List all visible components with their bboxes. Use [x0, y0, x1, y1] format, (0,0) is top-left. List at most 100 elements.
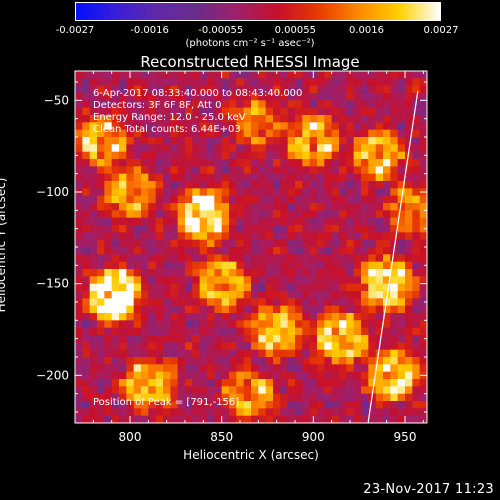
- heatmap-cell: [361, 247, 369, 255]
- heatmap-cell: [368, 327, 377, 336]
- heatmap-cell: [273, 159, 281, 167]
- heatmap-cell: [251, 122, 259, 131]
- heatmap-cell: [82, 415, 91, 423]
- heatmap-cell: [390, 313, 399, 321]
- heatmap-cell: [163, 320, 171, 329]
- heatmap-cell: [295, 115, 303, 123]
- heatmap-cell: [126, 386, 135, 395]
- heatmap-cell: [192, 349, 201, 358]
- heatmap-cell: [177, 379, 186, 387]
- heatmap-cell: [346, 129, 355, 138]
- heatmap-cell: [353, 291, 362, 299]
- heatmap-cell: [251, 349, 259, 358]
- heatmap-cell: [361, 129, 369, 138]
- heatmap-cell: [148, 181, 157, 189]
- heatmap-cell: [287, 232, 296, 241]
- heatmap-cell: [324, 415, 333, 423]
- heatmap-cell: [207, 335, 215, 343]
- heatmap-cell: [390, 115, 399, 123]
- heatmap-cell: [368, 100, 377, 109]
- heatmap-cell: [236, 379, 245, 387]
- heatmap-cell: [82, 78, 91, 87]
- heatmap-cell: [346, 408, 355, 417]
- heatmap-cell: [302, 93, 311, 101]
- heatmap-cell: [361, 232, 369, 241]
- heatmap-cell: [346, 327, 355, 336]
- heatmap-cell: [221, 232, 230, 241]
- heatmap-cell: [295, 261, 303, 270]
- heatmap-cell: [141, 195, 149, 204]
- heatmap-cell: [302, 313, 311, 321]
- heatmap-cell: [295, 401, 303, 409]
- heatmap-cell: [280, 261, 289, 270]
- heatmap-cell: [375, 217, 384, 226]
- plot-area: 6-Apr-2017 08:33:40.000 to 08:43:40.000 …: [75, 71, 427, 423]
- heatmap-cell: [353, 305, 362, 314]
- heatmap-cell: [236, 78, 245, 87]
- heatmap-cell: [339, 261, 347, 270]
- heatmap-cell: [339, 166, 347, 175]
- heatmap-cell: [221, 298, 230, 307]
- heatmap-cell: [126, 349, 135, 358]
- heatmap-cell: [339, 129, 347, 138]
- heatmap-cell: [353, 349, 362, 358]
- heatmap-cell: [258, 371, 267, 380]
- heatmap-cell: [324, 166, 333, 175]
- heatmap-cell: [148, 364, 157, 373]
- heatmap-cell: [126, 225, 135, 233]
- heatmap-cell: [419, 379, 427, 387]
- heatmap-cell: [412, 291, 421, 299]
- heatmap-cell: [89, 159, 98, 167]
- heatmap-cell: [104, 232, 113, 241]
- heatmap-cell: [405, 181, 413, 189]
- heatmap-cell: [331, 166, 340, 175]
- heatmap-cell: [243, 225, 252, 233]
- heatmap-cell: [309, 313, 318, 321]
- heatmap-cell: [383, 129, 391, 138]
- heatmap-cell: [221, 203, 230, 211]
- heatmap-cell: [170, 313, 179, 321]
- heatmap-cell: [111, 371, 120, 380]
- heatmap-cell: [133, 173, 142, 182]
- heatmap-cell: [346, 144, 355, 153]
- heatmap-cell: [258, 159, 267, 167]
- heatmap-cell: [148, 349, 157, 358]
- heatmap-cell: [390, 203, 399, 211]
- heatmap-cell: [119, 188, 127, 197]
- heatmap-cell: [287, 386, 296, 395]
- heatmap-cell: [273, 122, 281, 131]
- heatmap-cell: [214, 357, 223, 365]
- heatmap-cell: [141, 327, 149, 336]
- heatmap-cell: [75, 159, 83, 167]
- heatmap-cell: [126, 342, 135, 351]
- heatmap-cell: [324, 210, 333, 219]
- heatmap-cell: [295, 151, 303, 160]
- heatmap-cell: [141, 181, 149, 189]
- heatmap-cell: [75, 210, 83, 219]
- heatmap-cell: [104, 217, 113, 226]
- heatmap-cell: [265, 203, 274, 211]
- heatmap-cell: [317, 320, 325, 329]
- heatmap-cell: [302, 415, 311, 423]
- heatmap-cell: [104, 386, 113, 395]
- heatmap-cell: [383, 393, 391, 402]
- heatmap-cell: [368, 137, 377, 145]
- heatmap-cell: [412, 144, 421, 153]
- heatmap-cell: [331, 232, 340, 241]
- heatmap-cell: [331, 276, 340, 285]
- heatmap-cell: [192, 195, 201, 204]
- heatmap-cell: [324, 129, 333, 138]
- heatmap-cell: [214, 320, 223, 329]
- heatmap-cell: [89, 364, 98, 373]
- heatmap-cell: [155, 254, 164, 263]
- heatmap-cell: [97, 232, 105, 241]
- heatmap-cell: [163, 357, 171, 365]
- heatmap-cell: [199, 291, 208, 299]
- heatmap-cell: [141, 254, 149, 263]
- heatmap-cell: [148, 371, 157, 380]
- heatmap-cell: [375, 181, 384, 189]
- heatmap-cell: [368, 93, 377, 101]
- heatmap-cell: [309, 217, 318, 226]
- heatmap-cell: [104, 78, 113, 87]
- heatmap-cell: [361, 225, 369, 233]
